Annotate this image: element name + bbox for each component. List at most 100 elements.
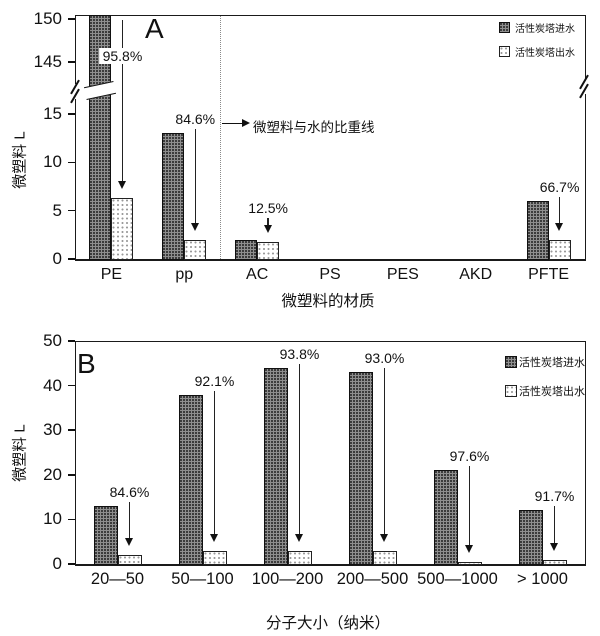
removal-arrow-head-icon bbox=[210, 533, 218, 542]
bar-effluent-1 bbox=[202, 550, 227, 565]
panel-label-b: B bbox=[77, 348, 96, 379]
legend-label: 活性炭塔进水 bbox=[519, 357, 585, 369]
removal-arrow-line bbox=[553, 506, 556, 543]
removal-arrow-line bbox=[194, 129, 196, 223]
x-axis-title: 微塑料的材质 bbox=[281, 293, 375, 310]
bar-influent-6 bbox=[526, 200, 549, 260]
y-tick-label: 20 bbox=[43, 464, 62, 484]
legend-item: 活性炭塔进水 bbox=[499, 20, 575, 35]
removal-arrow-head-icon bbox=[125, 538, 133, 547]
chart-b-size: 微塑料 L B 分子大小（纳米） 活性炭塔进水 活性炭塔出水 0 10 20 30 40 5… bbox=[0, 318, 600, 636]
bar-effluent-1 bbox=[184, 239, 207, 260]
y-tick bbox=[68, 161, 75, 164]
plot-area bbox=[75, 341, 586, 566]
bar-influent-4 bbox=[433, 470, 458, 565]
bar-effluent-2 bbox=[257, 242, 280, 260]
legend-item: 活性炭塔出水 bbox=[499, 44, 575, 59]
legend: 活性炭塔进水活性炭塔出水 bbox=[505, 354, 585, 399]
density-note-text: 微塑料与水的比重线 bbox=[253, 120, 375, 135]
note-arrow-head-icon bbox=[242, 119, 250, 127]
legend-swatch-effluent bbox=[499, 46, 510, 57]
y-tick-label: 5 bbox=[52, 200, 62, 220]
x-axis-title: 分子大小（纳米） bbox=[265, 615, 391, 632]
y-tick bbox=[68, 340, 75, 342]
removal-arrow-head-icon bbox=[465, 544, 473, 553]
legend-label: 活性炭塔出水 bbox=[515, 48, 575, 59]
y-tick-label: 15 bbox=[43, 104, 62, 123]
y-tick bbox=[68, 258, 75, 260]
removal-arrow-head-icon bbox=[263, 225, 272, 234]
bar-influent-5 bbox=[518, 510, 543, 565]
bar-influent-2 bbox=[263, 367, 288, 565]
bar-influent-1 bbox=[178, 394, 203, 565]
x-tick-label: AC bbox=[246, 266, 269, 283]
x-tick-label: PFTE bbox=[528, 266, 570, 283]
bar-effluent-0 bbox=[117, 555, 142, 565]
x-tick-label: 200—500 bbox=[336, 570, 409, 588]
removal-percent-label: 66.7% bbox=[539, 178, 580, 195]
removal-percent-label: 93.0% bbox=[364, 350, 405, 367]
panel-label-a: A bbox=[145, 13, 164, 44]
x-tick-label: 500—1000 bbox=[417, 570, 498, 588]
y-tick-label: 0 bbox=[52, 249, 62, 268]
y-tick-label: 10 bbox=[43, 509, 62, 529]
removal-arrow-line bbox=[558, 196, 561, 223]
bar-effluent-2 bbox=[287, 550, 312, 565]
x-tick-label: PE bbox=[100, 266, 123, 283]
removal-percent-label: 84.6% bbox=[109, 484, 150, 501]
y-tick-label: 150 bbox=[33, 9, 62, 28]
removal-arrow-line bbox=[298, 363, 301, 534]
removal-arrow-line bbox=[267, 218, 269, 226]
removal-arrow-head-icon bbox=[190, 222, 199, 231]
bar-influent-1 bbox=[162, 133, 185, 260]
removal-arrow-line bbox=[121, 20, 124, 182]
y-tick bbox=[68, 61, 75, 63]
y-tick-label: 30 bbox=[43, 420, 62, 440]
bar-effluent-5 bbox=[542, 559, 567, 565]
x-tick-label: PES bbox=[386, 266, 419, 283]
removal-arrow-head-icon bbox=[380, 533, 388, 542]
x-tick-label: 100—200 bbox=[251, 570, 324, 588]
x-tick-label: > 1000 bbox=[517, 570, 568, 588]
y-tick bbox=[68, 518, 75, 521]
y-tick-label: 10 bbox=[43, 152, 62, 172]
y-tick bbox=[68, 209, 75, 212]
y-tick-label: 40 bbox=[43, 375, 62, 395]
density-divider-line bbox=[220, 16, 221, 259]
bar-influent-3 bbox=[348, 372, 373, 565]
y-tick bbox=[68, 429, 75, 431]
bar-influent-0 bbox=[93, 506, 118, 565]
bar-effluent-4 bbox=[457, 561, 482, 565]
removal-arrow-line bbox=[213, 390, 216, 534]
y-tick-label: 145 bbox=[33, 52, 62, 71]
removal-percent-label: 93.8% bbox=[279, 345, 320, 362]
removal-percent-label: 12.5% bbox=[248, 200, 288, 217]
removal-percent-label: 97.6% bbox=[449, 448, 490, 465]
legend-swatch-effluent bbox=[505, 385, 517, 397]
legend-swatch-influent bbox=[505, 356, 517, 368]
note-arrow-line bbox=[222, 123, 242, 125]
y-tick bbox=[68, 113, 75, 115]
removal-arrow-line bbox=[383, 368, 386, 534]
bar-effluent-3 bbox=[372, 550, 397, 565]
y-tick bbox=[68, 384, 75, 387]
removal-arrow-head-icon bbox=[550, 542, 558, 551]
plot-area bbox=[75, 15, 586, 261]
y-tick-label: 0 bbox=[52, 554, 62, 573]
removal-arrow-line bbox=[128, 502, 131, 539]
legend-label: 活性炭塔进水 bbox=[515, 24, 575, 35]
left-axis-break-icon bbox=[68, 79, 83, 104]
y-tick bbox=[68, 474, 75, 476]
right-axis-break-icon bbox=[577, 74, 592, 99]
removal-percent-label: 95.8% bbox=[99, 48, 146, 64]
legend-swatch-influent bbox=[499, 22, 510, 33]
removal-arrow-head-icon bbox=[295, 533, 303, 542]
x-tick-label: PS bbox=[319, 266, 341, 283]
removal-arrow-line bbox=[468, 466, 471, 545]
removal-percent-label: 91.7% bbox=[534, 488, 575, 505]
y-tick-label: 50 bbox=[43, 331, 62, 350]
legend-item: 活性炭塔出水 bbox=[505, 383, 585, 399]
bar-effluent-0 bbox=[111, 198, 134, 260]
bar-influent-2 bbox=[235, 239, 258, 260]
